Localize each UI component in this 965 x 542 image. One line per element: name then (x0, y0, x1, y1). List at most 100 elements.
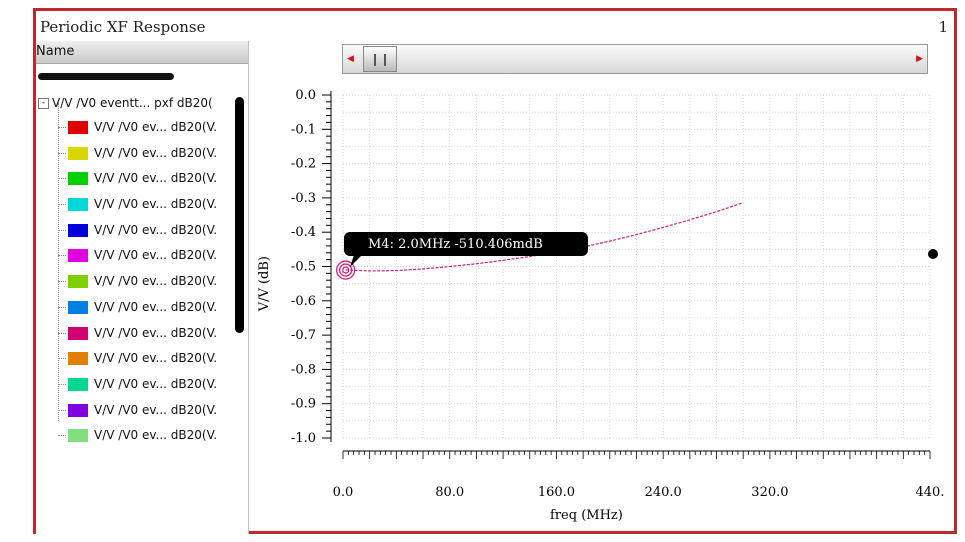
marker-layer[interactable]: M4: 2.0MHz -510.406mdB (336, 232, 588, 280)
edge-handle-icon[interactable] (928, 249, 938, 259)
marker-target-icon[interactable] (336, 260, 356, 280)
trace-color-swatch (68, 275, 88, 289)
trace-color-swatch (68, 198, 88, 212)
tree-connector (58, 229, 66, 231)
trace-item[interactable]: V/V /V0 ev... dB20(V. (36, 115, 241, 141)
x-tick-label: 440. (916, 485, 945, 500)
trace-color-swatch (68, 300, 88, 314)
redacted-label (38, 73, 174, 80)
trace-item-label: V/V /V0 ev... dB20(V. (94, 376, 218, 391)
name-column-header[interactable]: Name (36, 41, 248, 64)
trace-item[interactable]: V/V /V0 ev... dB20(V. (36, 141, 241, 167)
tree-connector (58, 435, 66, 437)
tree-guide-line (58, 103, 59, 421)
x-axis-label: freq (MHz) (550, 508, 623, 523)
axes: 0.0 -0.1 -0.2 -0.3 -0.4 -0.5 -0.6 -0.7 -0.8 -0.9 -… (257, 88, 944, 523)
tree-connector (58, 332, 66, 334)
trace-item-label: V/V /V0 ev... dB20(V. (94, 145, 218, 160)
trace-color-swatch (68, 429, 88, 443)
trace-item-label: V/V /V0 ev... dB20(V. (94, 325, 218, 340)
trace-item-label: V/V /V0 ev... dB20(V. (94, 120, 218, 134)
y-tick-label: 0.0 (295, 88, 316, 103)
y-tick-label: -1.0 (291, 431, 316, 446)
x-tick-label: 80.0 (435, 485, 464, 500)
trace-item-label: V/V /V0 ev... dB20(V. (94, 197, 218, 212)
trace-item[interactable]: V/V /V0 ev... dB20(V. (36, 295, 241, 321)
trace-item[interactable]: V/V /V0 ev... dB20(V. (36, 192, 241, 218)
trace-color-swatch (68, 403, 88, 417)
tree-connector (58, 358, 66, 360)
trace-item-label: V/V /V0 ev... dB20(V. (94, 428, 218, 443)
window-titlebar: Periodic XF Response 1 (36, 11, 954, 41)
tree-connector (58, 306, 66, 308)
trace-color-swatch (68, 249, 88, 263)
trace-item-label: V/V /V0 ev... dB20(V. (94, 351, 218, 366)
grip-icon (384, 54, 386, 66)
trace-color-swatch (68, 121, 88, 134)
marker-target-icon[interactable] (339, 263, 353, 277)
scroll-right-icon[interactable]: ▶ (916, 54, 923, 64)
marker-label: M4: 2.0MHz -510.406mdB (368, 237, 543, 252)
scroll-left-icon[interactable]: ◀ (347, 54, 354, 64)
scroll-thumb[interactable] (363, 46, 397, 72)
y-tick-label: -0.1 (291, 122, 316, 137)
trace-item-label: V/V /V0 ev... dB20(V. (94, 274, 218, 289)
tree-connector (58, 255, 66, 257)
plot-window: Periodic XF Response 1 Name - V/V /V0 eve… (33, 8, 957, 534)
grid (342, 94, 931, 439)
tree-connector (58, 409, 66, 411)
trace-browser-panel: Name - V/V /V0 eventt... pxf dB20( V/V /V… (36, 41, 249, 534)
trace-item[interactable]: V/V /V0 ev... dB20(V. (36, 243, 241, 269)
y-tick-label: -0.3 (291, 191, 316, 206)
tree-connector (58, 127, 66, 128)
tree-connector (58, 383, 66, 385)
trace-item[interactable]: V/V /V0 ev... dB20(V. (36, 269, 241, 295)
y-tick-label: -0.5 (291, 260, 316, 275)
tree-root[interactable]: - V/V /V0 eventt... pxf dB20( (36, 91, 241, 115)
tree-connector (58, 204, 66, 206)
trace-item-label: V/V /V0 ev... dB20(V. (94, 171, 218, 186)
y-tick-label: -0.8 (291, 362, 316, 377)
panel-scrollbar[interactable] (235, 97, 244, 333)
trace-item-label: V/V /V0 ev... dB20(V. (94, 222, 218, 237)
tree-root-label: V/V /V0 eventt... pxf dB20( (52, 96, 213, 110)
trace-color-swatch (68, 223, 88, 237)
y-axis-label: V/V (dB) (257, 256, 272, 312)
marker-label-pointer (350, 255, 362, 267)
expand-toggle-icon[interactable]: - (38, 98, 49, 109)
trace-color-swatch (68, 352, 88, 366)
trace-item[interactable]: V/V /V0 ev... dB20(V. (36, 398, 241, 424)
tree-connector (58, 152, 66, 154)
x-tick-label: 0.0 (333, 485, 354, 500)
trace-item-label: V/V /V0 ev... dB20(V. (94, 248, 218, 263)
plot-area[interactable]: 0.0 -0.1 -0.2 -0.3 -0.4 -0.5 -0.6 -0.7 -0.8 -0.9 -… (36, 11, 954, 531)
tree-connector (58, 178, 66, 180)
trace-color-swatch (68, 172, 88, 186)
y-tick-label: -0.2 (291, 157, 316, 172)
trace-item[interactable]: V/V /V0 ev... dB20(V. (36, 372, 241, 398)
window-title: Periodic XF Response (40, 18, 206, 36)
trace-item[interactable]: V/V /V0 ev... dB20(V. (36, 423, 241, 449)
trace-item-label: V/V /V0 ev... dB20(V. (94, 402, 218, 417)
trace-item[interactable]: V/V /V0 ev... dB20(V. (36, 346, 241, 372)
trace-item[interactable]: V/V /V0 ev... dB20(V. (36, 218, 241, 244)
y-tick-label: -0.9 (291, 397, 316, 412)
marker-target-icon[interactable] (342, 266, 350, 274)
tree-connector (58, 281, 66, 283)
x-tick-label: 160.0 (538, 485, 575, 500)
trace-item[interactable]: V/V /V0 ev... dB20(V. (36, 166, 241, 192)
y-tick-label: -0.4 (291, 225, 316, 240)
trace-tree: - V/V /V0 eventt... pxf dB20( V/V /V0 ev.… (36, 91, 241, 449)
horizontal-scrollbar[interactable]: ◀ ▶ (342, 44, 928, 74)
y-tick-label: -0.7 (291, 328, 316, 343)
marker-label-box[interactable] (344, 232, 588, 256)
trace-color-swatch (68, 326, 88, 340)
y-tick-label: -0.6 (291, 294, 316, 309)
trace-item-label: V/V /V0 ev... dB20(V. (94, 299, 218, 314)
trace-color-swatch (68, 377, 88, 391)
trace-item[interactable]: V/V /V0 ev... dB20(V. (36, 321, 241, 347)
subwindow-number[interactable]: 1 (938, 18, 948, 36)
x-tick-label: 240.0 (645, 485, 682, 500)
grip-icon (374, 54, 376, 66)
x-tick-label: 320.0 (751, 485, 788, 500)
